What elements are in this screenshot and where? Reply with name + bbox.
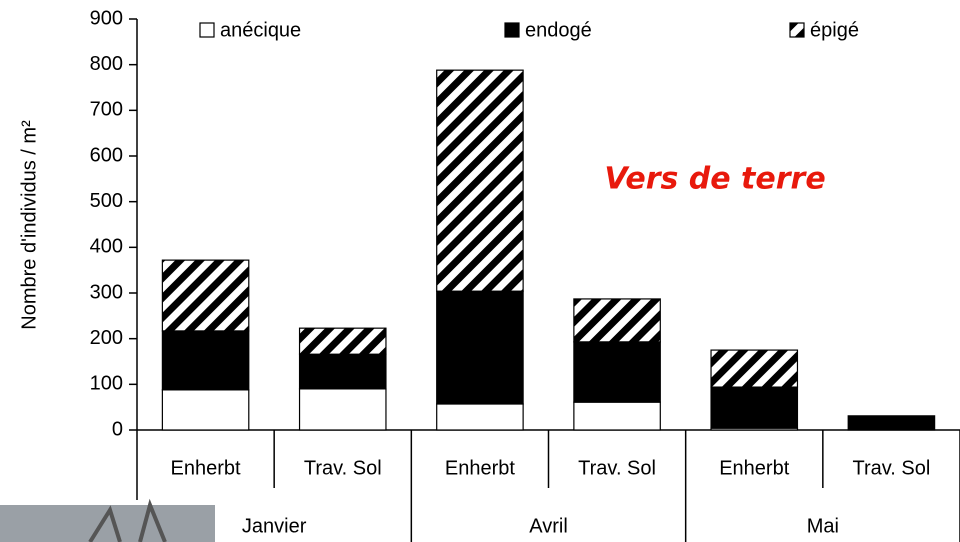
group-label: Janvier	[242, 515, 307, 537]
bar-segment	[573, 341, 661, 403]
bar-segment	[710, 386, 799, 429]
legend-label: anécique	[220, 19, 301, 41]
bar-segment	[161, 259, 250, 332]
y-tick-label: 100	[90, 373, 123, 395]
bar-segment	[436, 69, 524, 292]
legend-swatch	[504, 22, 520, 38]
legend-swatch	[199, 22, 215, 38]
y-tick-label: 300	[90, 281, 123, 303]
y-tick-label: 900	[90, 7, 123, 29]
legend-label: épigé	[810, 19, 859, 41]
bar-segment	[161, 330, 250, 391]
y-tick-label: 0	[112, 418, 123, 440]
bar-segment	[298, 353, 387, 390]
chart-title: Vers de terre	[604, 162, 825, 197]
y-tick-label: 800	[90, 53, 123, 75]
bar-segment	[298, 388, 387, 431]
y-tick-label: 400	[90, 236, 123, 258]
x-tick-label: Enherbt	[171, 457, 241, 479]
legend-swatch	[789, 22, 805, 38]
group-label: Mai	[807, 515, 839, 537]
y-tick-label: 600	[90, 144, 123, 166]
bar-segment	[161, 389, 250, 431]
bar-segment	[573, 298, 661, 343]
bar-segment	[436, 403, 524, 431]
y-tick-label: 500	[90, 190, 123, 212]
group-label: Avril	[529, 515, 568, 537]
bar-segment	[298, 327, 387, 355]
x-tick-label: Trav. Sol	[304, 457, 382, 479]
bar-segment	[573, 401, 661, 431]
y-tick-label: 700	[90, 99, 123, 121]
y-axis-label: Nombre d'individus / m²	[18, 120, 40, 330]
x-tick-label: Trav. Sol	[853, 457, 931, 479]
x-tick-label: Enherbt	[719, 457, 789, 479]
bar-segment	[436, 290, 524, 405]
x-tick-label: Enherbt	[445, 457, 515, 479]
bar-segment	[847, 415, 936, 431]
bar-segment	[710, 349, 799, 388]
legend-label: endogé	[525, 19, 592, 41]
x-tick-label: Trav. Sol	[578, 457, 656, 479]
y-tick-label: 200	[90, 327, 123, 349]
photo-detail	[88, 498, 167, 542]
